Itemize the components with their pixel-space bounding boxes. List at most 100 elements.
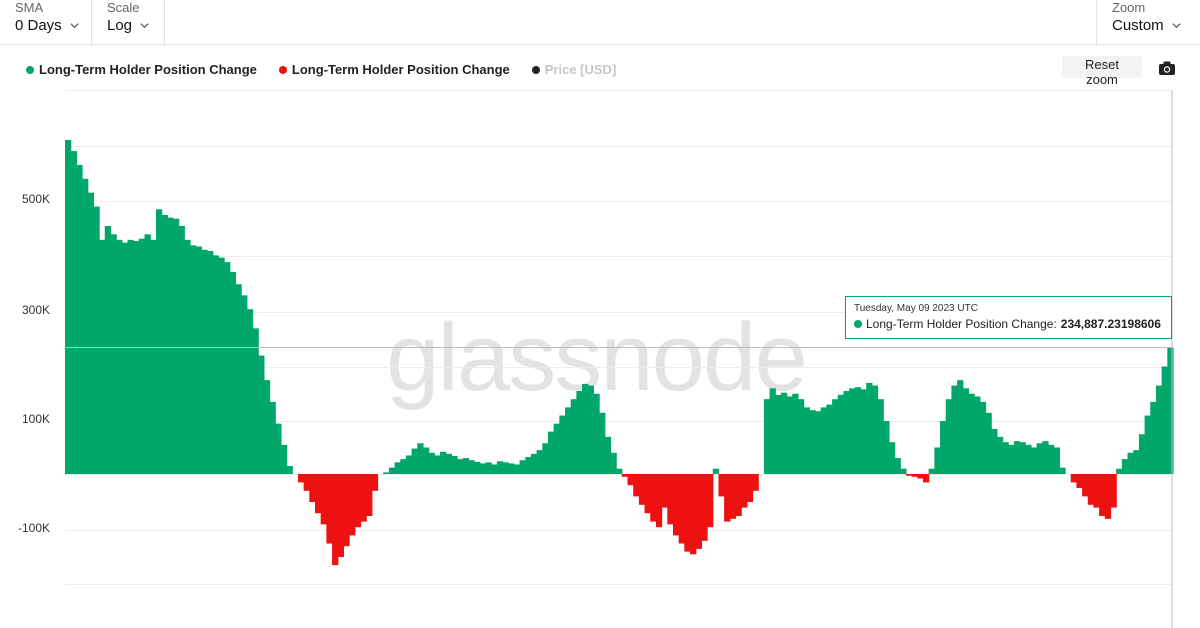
- legend-item-ltph-negative[interactable]: Long-Term Holder Position Change: [278, 62, 510, 77]
- tooltip-series: Long-Term Holder Position Change:: [866, 317, 1057, 331]
- chart-bar: [275, 423, 282, 474]
- chart-bar: [690, 474, 697, 555]
- chart-bar: [684, 474, 691, 552]
- chart-bar: [746, 474, 754, 502]
- chart-bar: [940, 421, 947, 474]
- chart-bar: [462, 458, 470, 474]
- chart-bar: [974, 396, 981, 474]
- chart-bar: [258, 355, 265, 474]
- chart-bar: [405, 455, 413, 474]
- chart-bar: [621, 474, 629, 477]
- chart-bar: [297, 474, 305, 483]
- chart-bar: [610, 452, 617, 474]
- chart-bar: [246, 309, 254, 474]
- chart-bar: [366, 474, 373, 516]
- chart-bar: [161, 214, 168, 475]
- chart-bar: [383, 472, 390, 474]
- chart-bar: [1116, 468, 1123, 474]
- sma-control[interactable]: SMA 0 Days: [0, 0, 92, 44]
- chart-bar: [599, 412, 606, 474]
- legend-item-ltph-positive[interactable]: Long-Term Holder Position Change: [26, 62, 257, 77]
- chart-bar: [468, 460, 475, 474]
- chart-bar: [701, 474, 708, 541]
- chart-bar: [241, 295, 248, 474]
- chart-bar: [150, 239, 157, 474]
- chart-bar: [718, 474, 725, 497]
- chart-bar: [229, 272, 237, 474]
- chart-bar: [1070, 474, 1077, 483]
- chart-bar: [104, 225, 112, 474]
- chart-bar: [883, 421, 890, 474]
- chart-bar: [644, 474, 651, 514]
- chart-bars: [65, 139, 1174, 566]
- chart-bar: [320, 474, 327, 525]
- chart-bar: [962, 388, 970, 474]
- chart-bar: [207, 250, 214, 474]
- chart-bar: [315, 474, 322, 514]
- chart-bar: [513, 464, 521, 474]
- chart-bar: [650, 474, 657, 522]
- chart-bar: [894, 458, 901, 474]
- chart-bar: [979, 401, 987, 474]
- chart-bar: [565, 407, 572, 475]
- chevron-down-icon: [70, 23, 79, 29]
- chart-bar: [604, 436, 612, 474]
- tooltip-dot: [854, 320, 862, 328]
- chart-bar: [224, 262, 231, 474]
- chart-bar: [559, 415, 566, 474]
- chart-bar: [775, 394, 782, 474]
- y-tick-label: -100K: [17, 521, 50, 535]
- chart-bar: [729, 474, 737, 519]
- y-tick-label: 100K: [21, 412, 50, 426]
- chart-bar: [155, 209, 163, 474]
- chart-bar: [536, 450, 543, 474]
- chart-bar: [178, 225, 185, 474]
- chart-bar: [184, 239, 191, 474]
- crosshair: [65, 90, 1173, 628]
- camera-icon[interactable]: [1158, 60, 1176, 76]
- zoom-select[interactable]: Custom: [1112, 17, 1181, 34]
- chart-bar: [479, 463, 487, 474]
- tooltip-date: Tuesday, May 09 2023 UTC: [854, 303, 978, 314]
- chart-bar: [326, 474, 333, 544]
- chart-bar: [911, 474, 918, 477]
- chart-bar: [661, 474, 668, 508]
- chart-bar: [1155, 385, 1163, 474]
- reset-zoom-button[interactable]: Reset zoom: [1062, 56, 1142, 87]
- chart-bar: [445, 453, 452, 474]
- legend-item-price[interactable]: Price [USD]: [531, 62, 616, 77]
- chart-bar: [968, 393, 975, 474]
- chart-bar: [371, 474, 379, 491]
- legend-dot-green: [26, 65, 34, 74]
- chart-bar: [786, 396, 793, 474]
- chart-bar: [110, 234, 117, 474]
- chart-bar: [735, 474, 742, 516]
- chart-bar: [309, 474, 316, 502]
- chart-bar: [263, 380, 271, 475]
- scale-control[interactable]: Scale Log: [92, 0, 165, 44]
- chart-bar: [1013, 441, 1021, 474]
- chart-bar: [1008, 444, 1015, 474]
- chart-bar: [587, 385, 595, 474]
- chart-bar: [769, 388, 776, 474]
- chart-bar: [360, 474, 367, 522]
- chart-bar: [905, 474, 913, 476]
- chart-bar: [82, 178, 89, 475]
- chart-bar: [337, 474, 345, 557]
- sma-select[interactable]: 0 Days: [15, 17, 79, 34]
- scale-select[interactable]: Log: [107, 17, 149, 34]
- chart-bar: [1042, 441, 1049, 474]
- chart-bar: [1161, 366, 1168, 474]
- chart-bar: [809, 410, 816, 474]
- legend-label: Long-Term Holder Position Change: [291, 62, 510, 77]
- zoom-control[interactable]: Zoom Custom: [1096, 0, 1200, 44]
- chart-bar: [440, 451, 447, 474]
- legend-label: Long-Term Holder Position Change: [39, 62, 257, 77]
- chart-bar: [1036, 443, 1043, 474]
- chart-bar: [411, 448, 418, 474]
- chart-bar: [945, 399, 952, 474]
- chart-bar: [1133, 450, 1140, 474]
- chart-bar: [616, 468, 623, 474]
- chart-bar: [553, 423, 560, 474]
- chart-bar: [582, 383, 589, 474]
